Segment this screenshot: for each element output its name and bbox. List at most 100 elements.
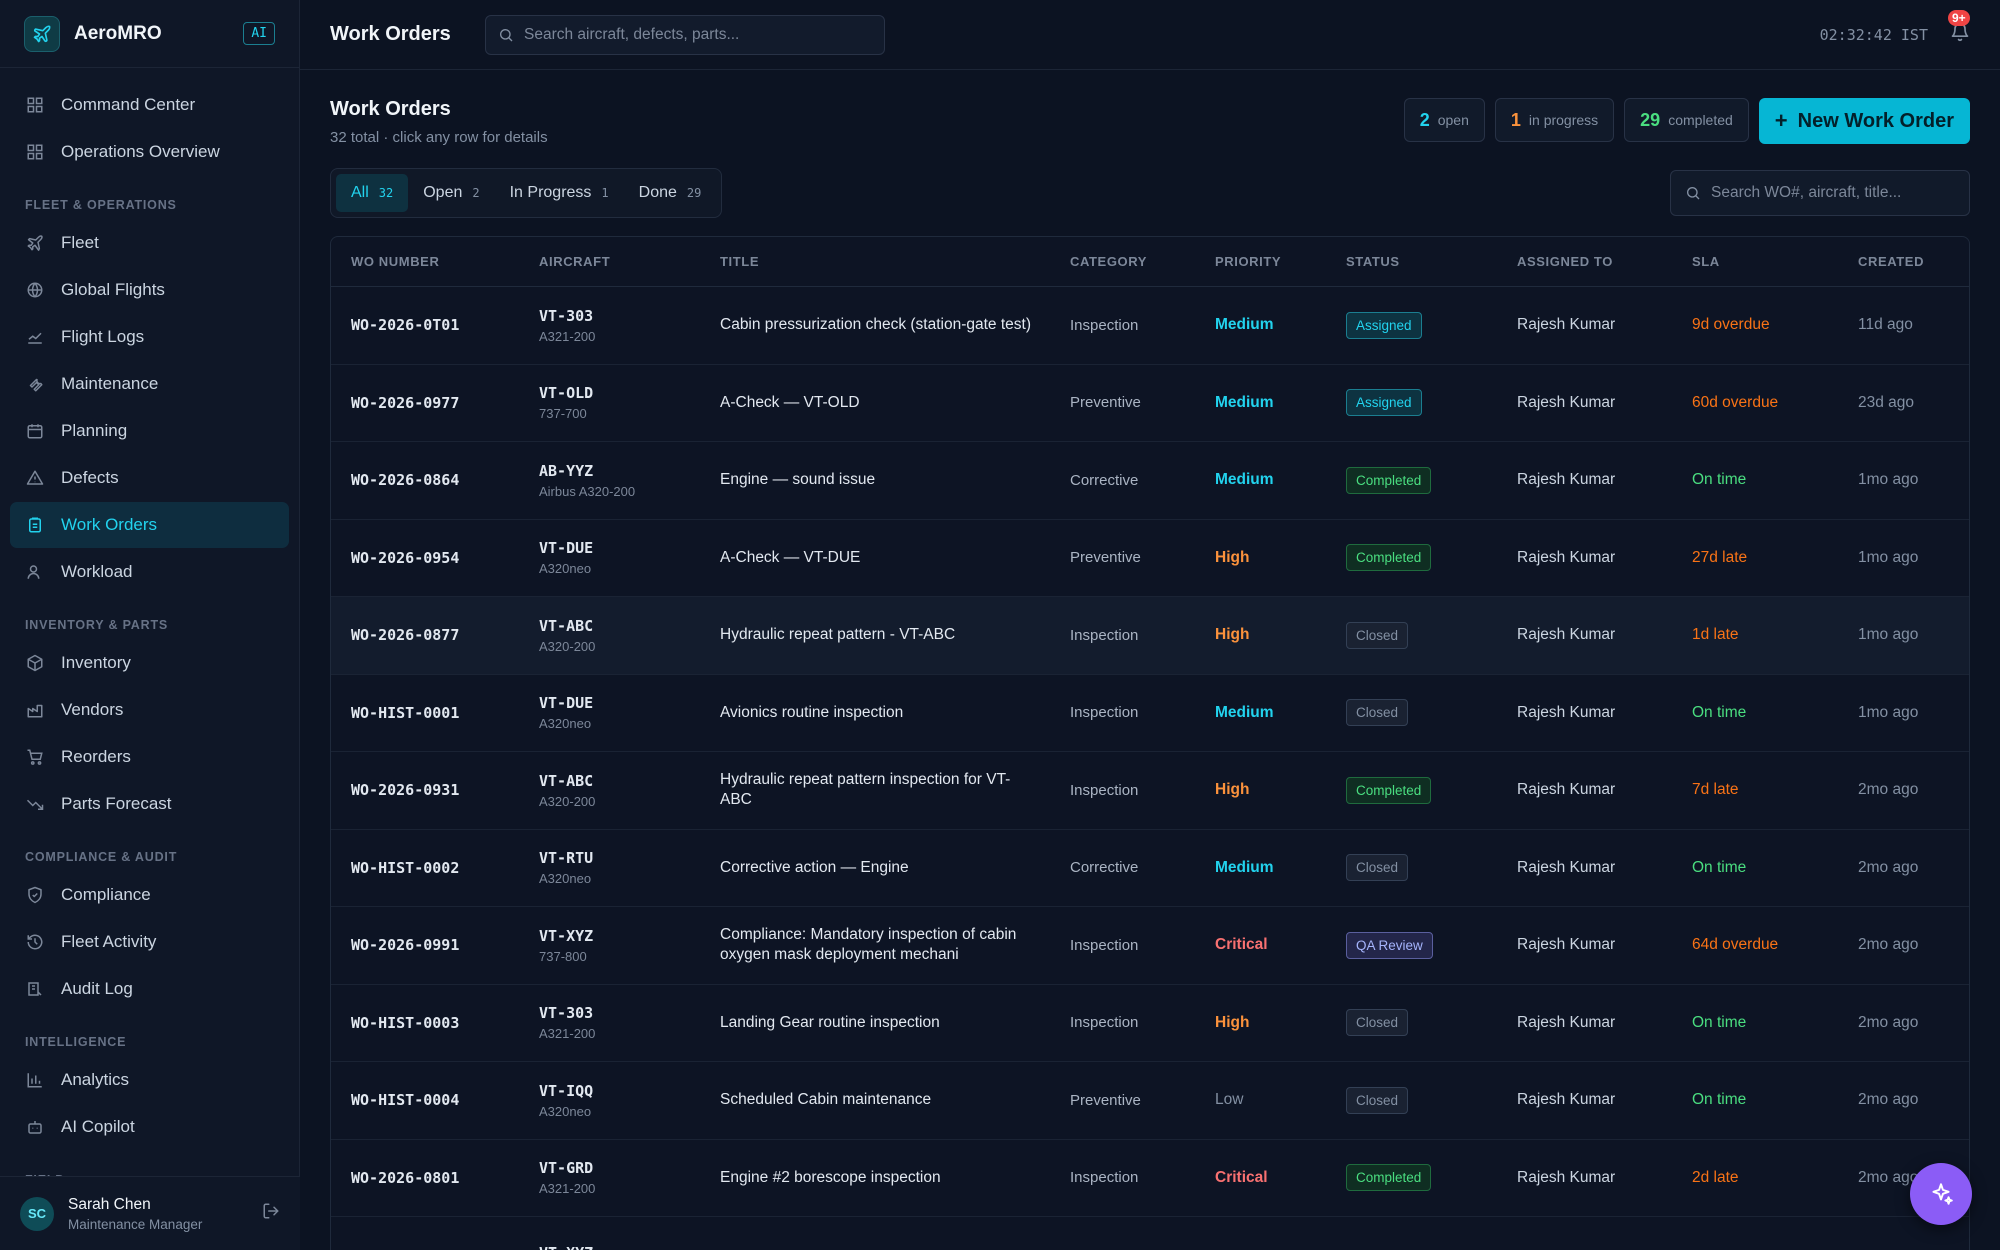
ai-badge[interactable]: AI — [243, 22, 275, 45]
column-header-assigned-to[interactable]: ASSIGNED TO — [1517, 254, 1613, 269]
sidebar-item-label: Planning — [61, 421, 128, 440]
user-profile[interactable]: SC Sarah Chen Maintenance Manager — [0, 1176, 300, 1250]
priority: High — [1215, 548, 1250, 566]
table-row[interactable]: WO-2026-0977 VT-OLD 737-700 A-Check — VT… — [331, 365, 1969, 442]
wo-number: WO-2026-0991 — [351, 936, 460, 955]
column-header-aircraft[interactable]: AIRCRAFT — [539, 254, 611, 269]
table-row[interactable]: WO-2026-0991 VT-XYZ 737-800 Compliance: … — [331, 907, 1969, 985]
created: 1mo ago — [1858, 626, 1919, 644]
column-header-title[interactable]: TITLE — [720, 254, 760, 269]
tab-count: 29 — [686, 186, 702, 200]
new-work-order-button[interactable]: + New Work Order — [1758, 98, 1970, 144]
stat-value: 1 — [1510, 109, 1521, 130]
sidebar-item-workload[interactable]: Workload — [10, 549, 289, 595]
column-header-priority[interactable]: PRIORITY — [1215, 254, 1282, 269]
wo-title: Engine #2 borescope inspection — [720, 1168, 941, 1186]
tab-in-progress[interactable]: In Progress 1 — [495, 174, 624, 212]
status-summary: 2 open 1 in progress 29 completed — [1403, 98, 1759, 142]
column-header-sla[interactable]: SLA — [1692, 254, 1720, 269]
wo-title: Landing Gear routine inspection — [720, 1013, 940, 1031]
aircraft-registration: VT-IQQ — [539, 1081, 594, 1100]
plane-icon — [25, 233, 45, 253]
wrench-icon — [25, 374, 45, 394]
column-header-status[interactable]: STATUS — [1346, 254, 1400, 269]
aircraft-cell: VT-GRD A321-200 — [539, 1159, 720, 1196]
sidebar-item-global-flights[interactable]: Global Flights — [10, 267, 289, 313]
sidebar-item-flight-logs[interactable]: Flight Logs — [10, 314, 289, 360]
sidebar-item-compliance[interactable]: Compliance — [10, 872, 289, 918]
global-search-input[interactable]: Search aircraft, defects, parts... — [485, 14, 885, 55]
table-row[interactable]: WO-HIST-0004 VT-IQQ A320neo Scheduled Ca… — [331, 1062, 1969, 1140]
tab-done[interactable]: Done 29 — [624, 174, 717, 212]
table-row[interactable]: WO-2026-0864 AB-YYZ Airbus A320-200 Engi… — [331, 442, 1969, 520]
sidebar-item-maintenance[interactable]: Maintenance — [10, 361, 289, 407]
category: Inspection — [1070, 1169, 1139, 1187]
tab-open[interactable]: Open 2 — [408, 174, 494, 212]
table-search-placeholder: Search WO#, aircraft, title... — [1711, 184, 1902, 201]
table-row[interactable]: WO-HIST-0001 VT-DUE A320neo Avionics rou… — [331, 675, 1969, 752]
column-header-created[interactable]: CREATED — [1858, 254, 1925, 269]
sidebar-item-label: Work Orders — [61, 515, 158, 534]
aircraft-registration: VT-OLD — [539, 384, 594, 403]
table-search-input[interactable]: Search WO#, aircraft, title... — [1670, 170, 1970, 216]
sidebar-item-fleet-activity[interactable]: Fleet Activity — [10, 919, 289, 965]
table-row[interactable]: WO-2026-0877 VT-ABC A320-200 Hydraulic r… — [331, 597, 1969, 675]
assigned-to: Rajesh Kumar — [1517, 936, 1616, 954]
table-row[interactable]: WO-2026-0801 VT-GRD A321-200 Engine #2 b… — [331, 1140, 1969, 1217]
column-header-wo-number[interactable]: WO NUMBER — [351, 254, 440, 269]
status-badge: QA Review — [1346, 931, 1433, 959]
aircraft-registration: VT-ABC — [539, 616, 594, 635]
warning-icon — [25, 468, 45, 488]
sidebar-item-label: Parts Forecast — [61, 794, 172, 813]
aircraft-cell: VT-303 A321-200 — [539, 1004, 720, 1041]
sidebar: AeroMRO AI Command Center Operations Over… — [0, 0, 300, 1250]
sidebar-item-defects[interactable]: Defects — [10, 455, 289, 501]
sidebar-item-label: Workload — [61, 562, 133, 581]
sidebar-item-reorders[interactable]: Reorders — [10, 734, 289, 780]
notifications-bell[interactable]: 9+ — [1948, 10, 1970, 47]
sidebar-item-work-orders[interactable]: Work Orders — [10, 502, 289, 548]
aircraft-cell: VT-ABC A320-200 — [539, 617, 720, 654]
status-cell: Closed — [1346, 1009, 1517, 1037]
sidebar-item-ai-copilot[interactable]: AI Copilot — [10, 1104, 289, 1150]
sidebar-item-parts-forecast[interactable]: Parts Forecast — [10, 781, 289, 827]
sidebar-item-audit-log[interactable]: Audit Log — [10, 966, 289, 1012]
logout-icon[interactable] — [262, 1202, 280, 1225]
tab-all[interactable]: All 32 — [336, 174, 409, 212]
sidebar-item-inventory[interactable]: Inventory — [10, 640, 289, 686]
table-row[interactable]: WO-2026-0954 VT-DUE A320neo A-Check — VT… — [331, 520, 1969, 597]
status-cell: Assigned — [1346, 311, 1517, 339]
sidebar-item-label: Maintenance — [61, 374, 159, 393]
wo-title: Scheduled Cabin maintenance — [720, 1091, 932, 1109]
category: Corrective — [1070, 859, 1139, 877]
status-badge: Closed — [1346, 621, 1409, 649]
created: 2mo ago — [1858, 781, 1919, 799]
category: Inspection — [1070, 936, 1139, 954]
assigned-to: Rajesh Kumar — [1517, 471, 1616, 489]
status-badge: Closed — [1346, 1086, 1409, 1114]
sidebar-item-planning[interactable]: Planning — [10, 408, 289, 454]
priority: High — [1215, 626, 1250, 644]
sidebar-item-analytics[interactable]: Analytics — [10, 1057, 289, 1103]
aircraft-type: Airbus A320-200 — [539, 483, 636, 499]
column-header-category[interactable]: CATEGORY — [1070, 254, 1148, 269]
stat-completed: 29 completed — [1624, 98, 1749, 142]
table-row[interactable]: VT-XYZ — [331, 1217, 1969, 1250]
sidebar-item-fleet[interactable]: Fleet — [10, 220, 289, 266]
table-row[interactable]: WO-2026-0931 VT-ABC A320-200 Hydraulic r… — [331, 752, 1969, 830]
aircraft-type: A320-200 — [539, 793, 596, 809]
table-row[interactable]: WO-2026-0T01 VT-303 A321-200 Cabin press… — [331, 287, 1969, 365]
table-row[interactable]: WO-HIST-0002 VT-RTU A320neo Corrective a… — [331, 830, 1969, 907]
sidebar-item-operations-overview[interactable]: Operations Overview — [10, 129, 289, 175]
priority: High — [1215, 1013, 1250, 1031]
ai-assistant-button[interactable] — [1910, 1163, 1972, 1225]
status-badge: Closed — [1346, 1009, 1409, 1037]
status-badge: Assigned — [1346, 389, 1422, 417]
table-row[interactable]: WO-HIST-0003 VT-303 A321-200 Landing Gea… — [331, 985, 1969, 1062]
sidebar-item-command-center[interactable]: Command Center — [10, 82, 289, 128]
status-badge: Completed — [1346, 1164, 1432, 1192]
sla: 2d late — [1692, 1168, 1739, 1186]
wo-title: Compliance: Mandatory inspection of cabi… — [720, 926, 1017, 964]
sidebar-item-vendors[interactable]: Vendors — [10, 687, 289, 733]
nav-section-fleet-operations: FLEET & OPERATIONS — [25, 198, 177, 212]
